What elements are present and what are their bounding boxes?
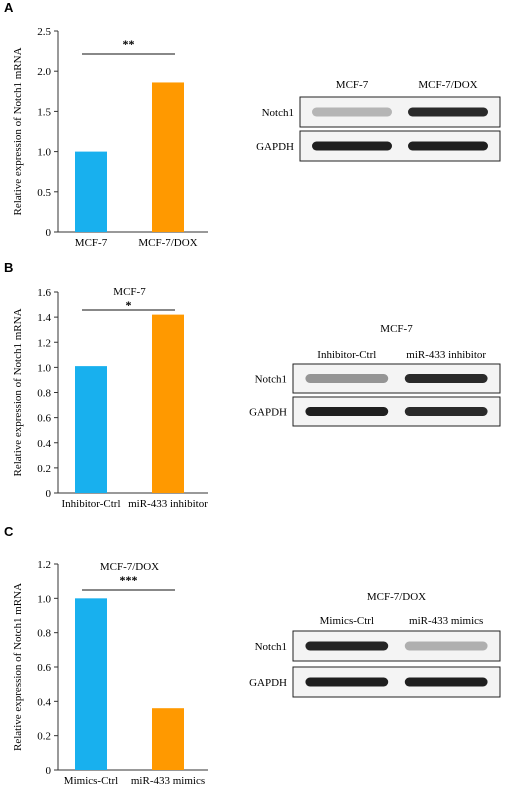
y-axis-label: Relative expression of Notch1 mRNA [12, 583, 24, 751]
panel-label: C [4, 524, 14, 539]
panel-label: B [4, 260, 13, 275]
blot-row-label: GAPDH [256, 141, 294, 153]
significance-marker: ** [123, 37, 135, 51]
y-tick-label: 0.6 [37, 662, 51, 674]
protein-band [305, 407, 389, 416]
y-tick-label: 0 [46, 765, 52, 777]
y-tick-label: 0.4 [37, 438, 51, 450]
lane-label: MCF-7 [336, 79, 369, 91]
y-tick-label: 0.2 [37, 463, 51, 475]
protein-band [305, 641, 389, 651]
protein-band [312, 107, 392, 117]
y-tick-label: 1.6 [37, 287, 51, 299]
bar-treatment [152, 82, 184, 233]
y-tick-label: 1.0 [37, 362, 51, 374]
y-tick-label: 1.0 [37, 593, 51, 605]
blot-title: MCF-7 [380, 323, 413, 335]
panel-a: A Relative expression of Notch1 mRNA 0 0.5 1… [4, 0, 501, 249]
protein-band [408, 107, 488, 117]
y-tick-label: 0 [46, 488, 52, 500]
western-blot: MCF-7 MCF-7/DOX Notch1 GAPDH [256, 79, 501, 162]
significance-marker: * [126, 298, 132, 312]
y-tick-label: 1.2 [37, 337, 51, 349]
bar-control [75, 366, 107, 493]
bar-control [75, 151, 107, 232]
x-category-label: MCF-7/DOX [138, 237, 197, 249]
protein-band [312, 141, 392, 151]
protein-band [404, 641, 488, 651]
western-blot: MCF-7 Inhibitor-Ctrl miR-433 inhibitor Notc… [249, 323, 501, 427]
x-category-label: miR-433 mimics [131, 775, 205, 787]
x-category-label: Mimics-Ctrl [64, 775, 118, 787]
protein-band [305, 374, 389, 383]
y-axis-label: Relative expression of Notch1 mRNA [12, 47, 24, 215]
panel-b: B MCF-7 Relative expression of Notch1 mRNA… [4, 260, 501, 510]
lane-label: miR-433 mimics [409, 615, 483, 627]
blot-row-label: Notch1 [255, 641, 287, 653]
blot-row-label: GAPDH [249, 407, 287, 419]
protein-band [404, 374, 488, 383]
x-category-label: miR-433 inhibitor [128, 498, 208, 510]
y-tick-label: 0.8 [37, 388, 51, 400]
x-category-label: Inhibitor-Ctrl [61, 498, 120, 510]
lane-label: MCF-7/DOX [418, 79, 477, 91]
panel-label: A [4, 0, 14, 15]
blot-title: MCF-7/DOX [367, 591, 426, 603]
y-tick-label: 1.5 [37, 106, 51, 118]
chart-title: MCF-7 [113, 286, 146, 298]
bar-control [75, 598, 107, 770]
y-axis-label: Relative expression of Notch1 mRNA [12, 308, 24, 476]
panel-c: C MCF-7/DOX Relative expression of Notch1 … [4, 524, 501, 787]
protein-band [404, 677, 488, 687]
y-tick-label: 0 [46, 227, 52, 239]
y-tick-label: 2.5 [37, 26, 51, 38]
blot-row-label: Notch1 [255, 374, 287, 386]
protein-band [408, 141, 488, 151]
significance-marker: *** [120, 573, 138, 587]
y-tick-label: 0.2 [37, 731, 51, 743]
lane-label: Mimics-Ctrl [320, 615, 374, 627]
blot-row-label: Notch1 [262, 107, 294, 119]
y-tick-label: 0.4 [37, 696, 51, 708]
blot-row-label: GAPDH [249, 677, 287, 689]
y-tick-label: 0.8 [37, 628, 51, 640]
y-tick-label: 1.0 [37, 147, 51, 159]
y-tick-label: 1.2 [37, 559, 51, 571]
y-tick-label: 0.5 [37, 187, 51, 199]
y-tick-label: 0.6 [37, 413, 51, 425]
y-tick-label: 1.4 [37, 312, 51, 324]
chart-title: MCF-7/DOX [100, 561, 159, 573]
x-category-label: MCF-7 [75, 237, 108, 249]
lane-label: Inhibitor-Ctrl [317, 349, 376, 361]
y-tick-label: 2.0 [37, 66, 51, 78]
lane-label: miR-433 inhibitor [406, 349, 486, 361]
bar-treatment [152, 708, 184, 770]
bar-treatment [152, 314, 184, 493]
western-blot: MCF-7/DOX Mimics-Ctrl miR-433 mimics Notch1… [249, 591, 501, 698]
protein-band [404, 407, 488, 416]
protein-band [305, 677, 389, 687]
